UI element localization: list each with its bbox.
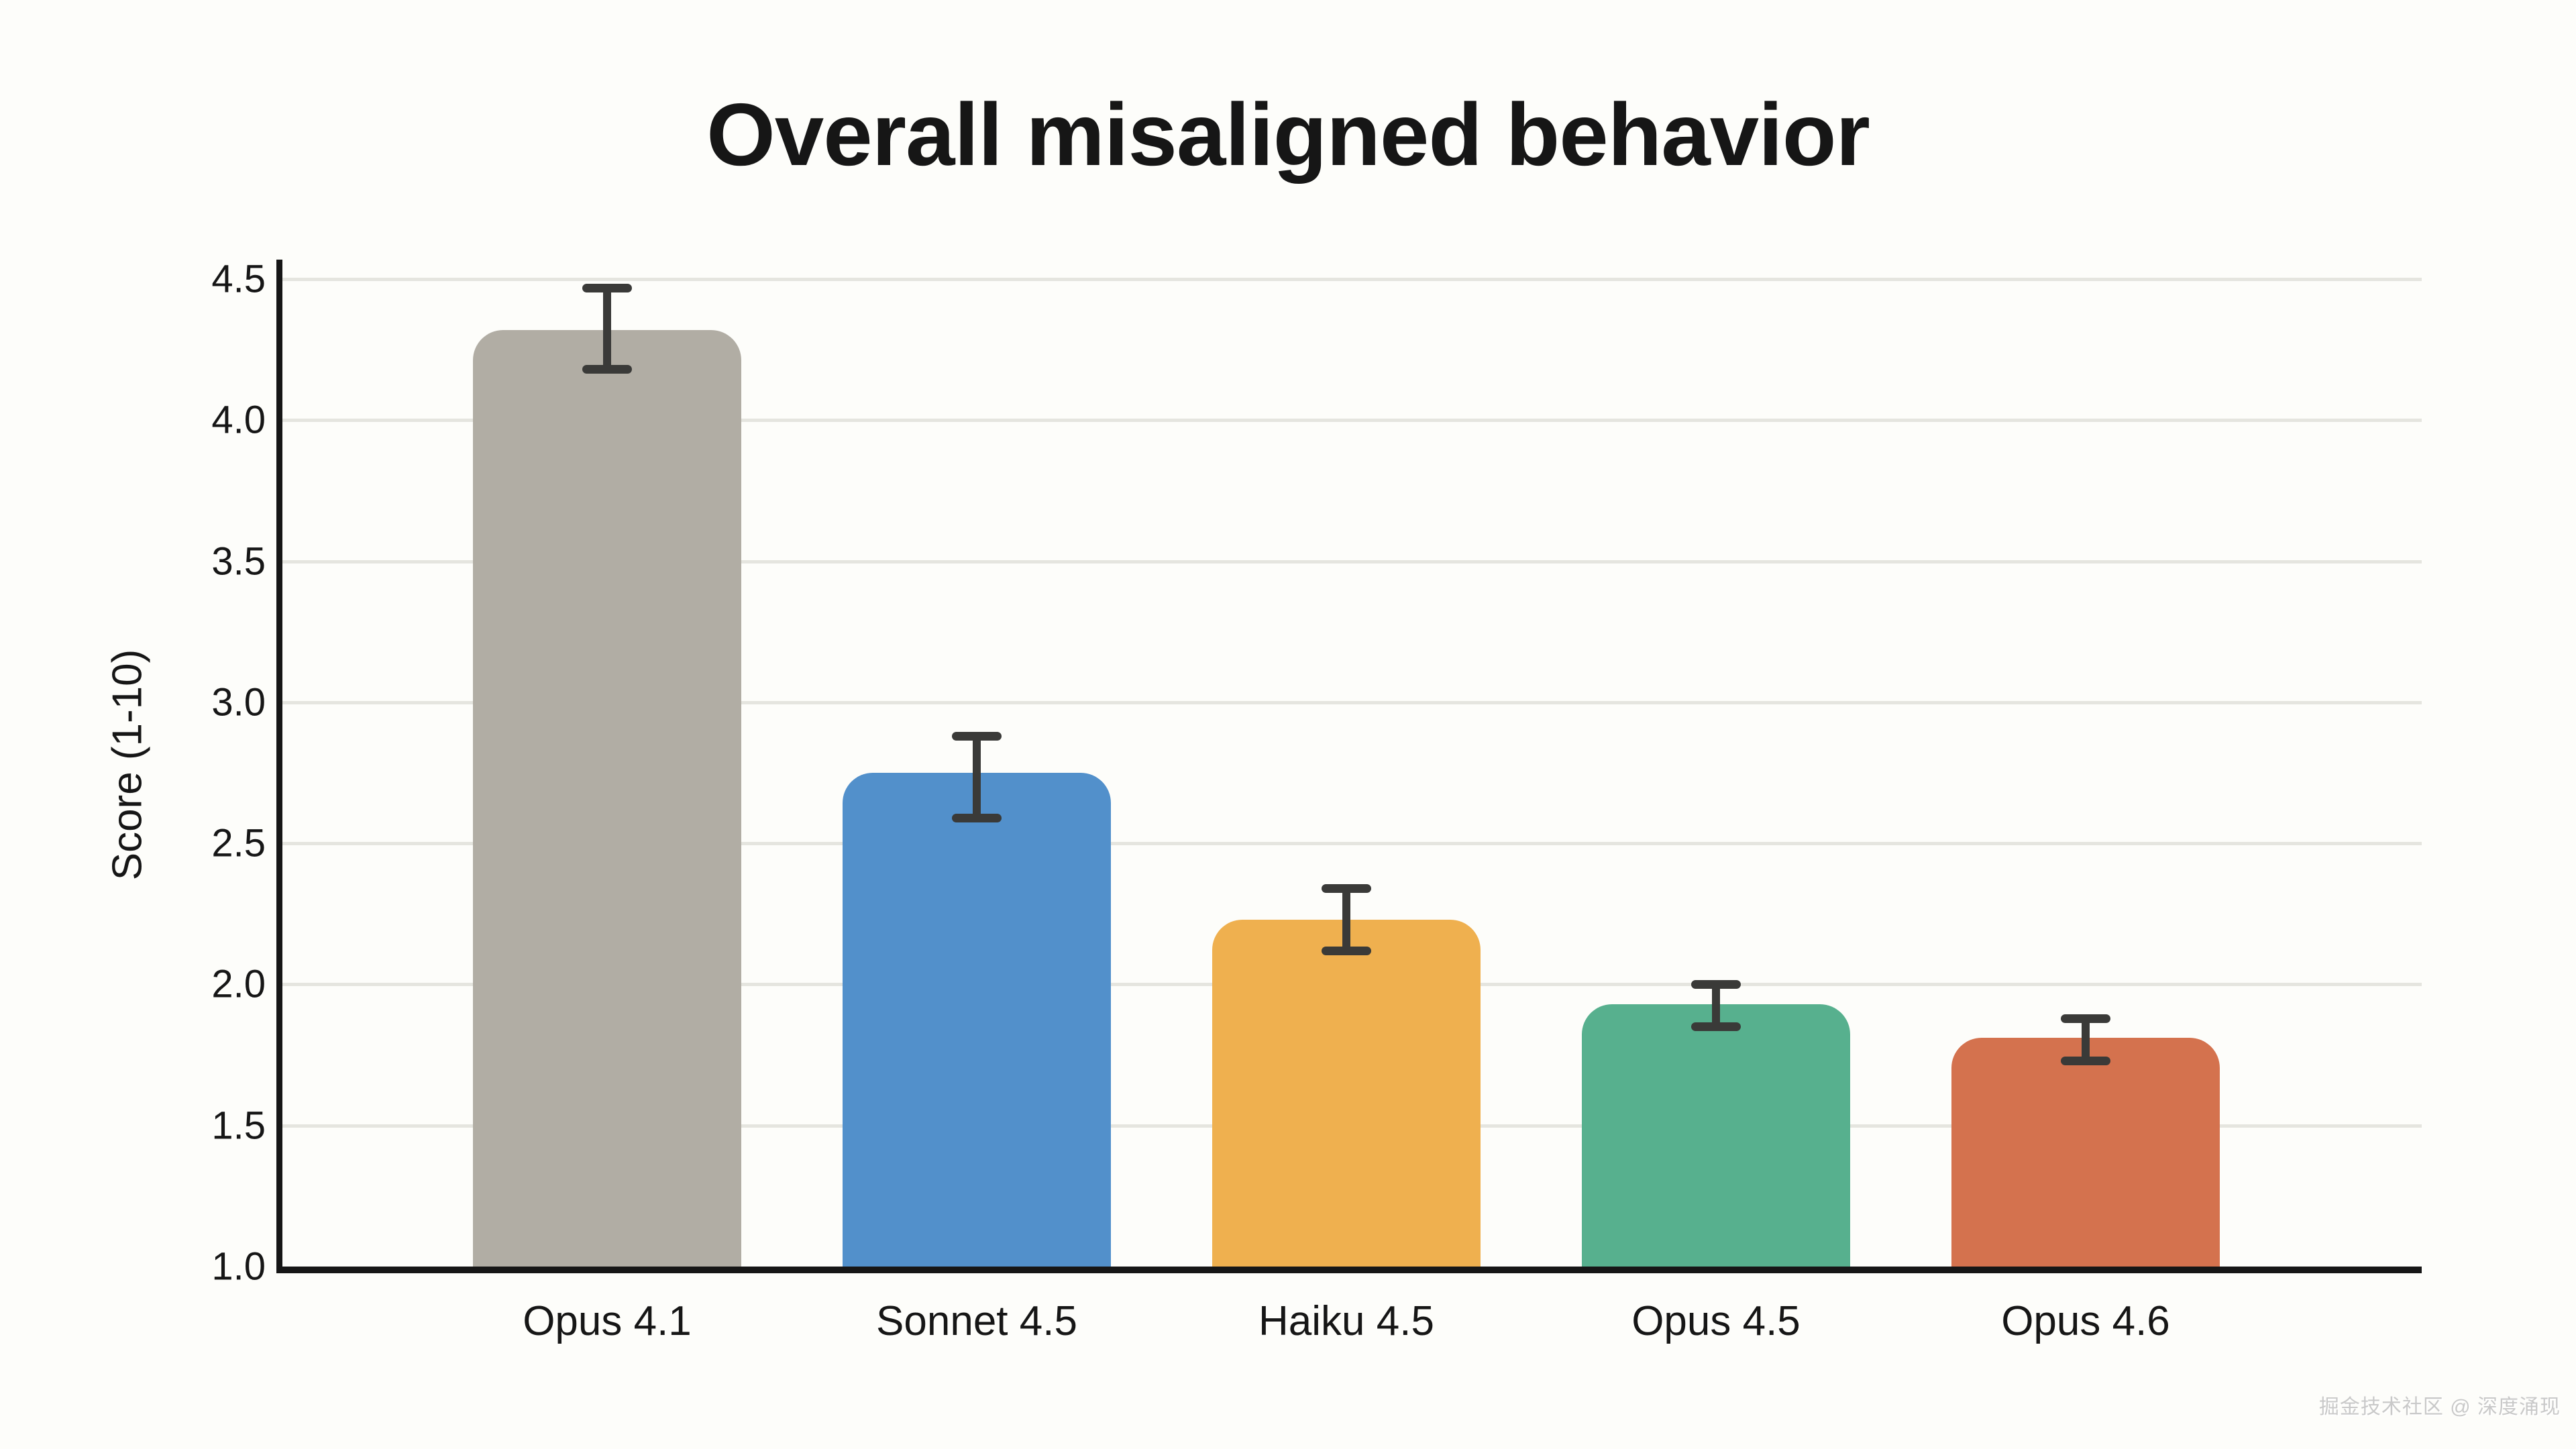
gridline [277,842,2422,846]
error-bar-line [603,287,611,370]
y-tick-label: 4.5 [211,257,266,301]
y-tick-label: 1.0 [211,1244,266,1289]
error-bar-cap [1322,884,1371,894]
error-bar-cap [1691,980,1741,989]
bar-opus-4-6 [1951,1038,2220,1267]
bar-haiku-4-5 [1212,919,1481,1267]
error-bar-cap [952,732,1002,741]
chart-title: Overall misaligned behavior [706,85,1870,184]
x-tick-label: Opus 4.5 [1631,1298,1801,1344]
error-bar-cap [582,365,632,374]
y-tick-label: 2.0 [211,962,266,1006]
x-tick-label: Haiku 4.5 [1258,1298,1434,1344]
x-tick-label: Opus 4.6 [2001,1298,2170,1344]
y-tick-label: 1.5 [211,1104,266,1148]
gridline [277,419,2422,423]
error-bar-line [973,736,981,818]
error-bar-line [1342,888,1350,951]
error-bar-line [1712,984,1720,1027]
gridline [277,700,2422,704]
error-bar-cap [952,814,1002,823]
error-bar-cap [582,283,632,292]
error-bar-cap [2061,1014,2110,1023]
watermark: 掘金技术社区 @ 深度涌现 [2318,1396,2561,1418]
plot-area [277,260,2422,1267]
gridline [277,559,2422,564]
x-tick-label: Opus 4.1 [523,1298,692,1344]
x-tick-label: Sonnet 4.5 [876,1298,1077,1344]
y-axis-spine [276,260,282,1273]
y-tick-label: 2.5 [211,821,266,865]
bar-opus-4-1 [473,329,741,1267]
error-bar-line [2082,1018,2090,1061]
y-tick-label: 3.5 [211,539,266,583]
bar-sonnet-4-5 [843,772,1111,1267]
error-bar-cap [1691,1022,1741,1032]
gridline [277,277,2422,281]
error-bar-cap [1322,946,1371,955]
y-tick-label: 4.0 [211,398,266,442]
error-bar-cap [2061,1056,2110,1065]
x-axis-baseline [276,1267,2422,1273]
bar-opus-4-5 [1582,1004,1850,1267]
y-tick-label: 3.0 [211,680,266,724]
